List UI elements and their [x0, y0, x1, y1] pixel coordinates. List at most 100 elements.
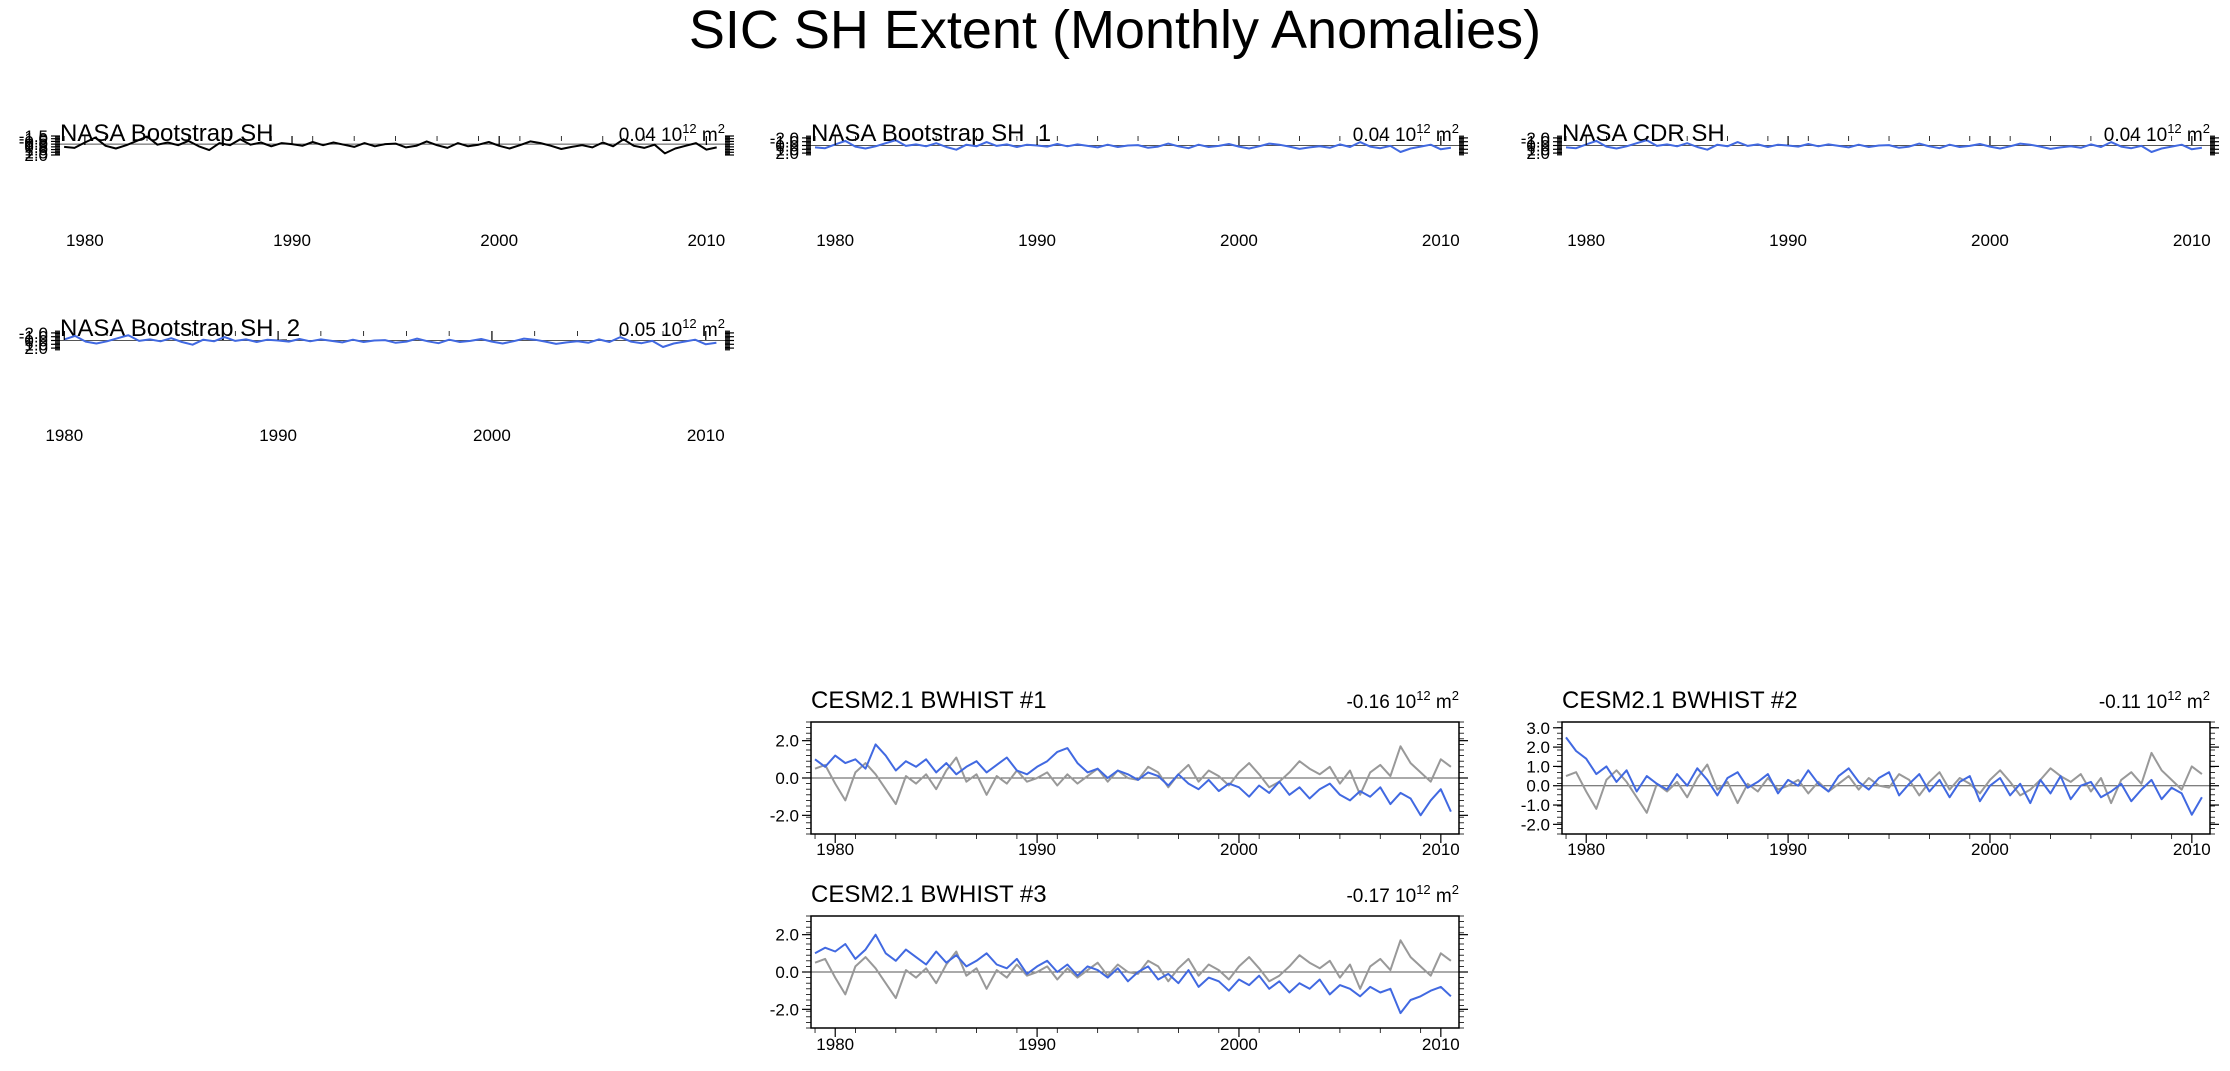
- y-tick-label: -2.0: [1521, 129, 1550, 148]
- chart-panel-nasa-bootstrap-sh-2: NASA Bootstrap SH_2 0.05 1012 m2 2.0 1.0 0.0…: [0, 285, 739, 449]
- y-tick-label: 1.0: [24, 141, 48, 160]
- x-tick-label: 1990: [1018, 1035, 1056, 1054]
- plot-frame: [1561, 721, 2211, 835]
- x-tick-label: 2010: [1422, 1035, 1460, 1054]
- series-line-model: [814, 743, 1452, 817]
- x-tick-label: 1980: [1567, 840, 1605, 859]
- x-tick-label: 1990: [1769, 231, 1807, 250]
- y-tick-label: -1.5: [19, 127, 48, 146]
- x-tick-label: 1980: [816, 840, 854, 859]
- panel-title: CESM2.1 BWHIST #1: [811, 687, 1047, 714]
- series-line-reference: [814, 745, 1452, 806]
- y-tick-label: -2.0: [770, 806, 799, 825]
- x-tick-label: 2000: [1971, 840, 2009, 859]
- x-tick-label: 1990: [259, 426, 297, 445]
- x-tick-label: 1990: [1018, 231, 1056, 250]
- chart-svg: CESM2.1 BWHIST #3 -0.17 1012 m2 2.0 0.0 -2.0…: [770, 881, 1468, 1054]
- y-tick-label: 1.0: [1526, 757, 1550, 776]
- chart-panel-nasa-bootstrap-sh-1: NASA Bootstrap SH_1 0.04 1012 m2 2.0 1.0 0.0…: [751, 90, 1473, 254]
- y-tick-label: 2.0: [1526, 738, 1550, 757]
- y-tick-label: 2.0: [24, 339, 48, 358]
- panel-title: NASA Bootstrap SH_1: [811, 120, 1051, 147]
- series-line-model: [1565, 139, 2203, 153]
- x-tick-label: 1980: [45, 426, 83, 445]
- y-tick-label: 2.0: [775, 926, 799, 945]
- y-tick-label: 0.5: [24, 138, 48, 157]
- series-line-reference: [814, 939, 1452, 1000]
- y-tick-label: 0.0: [775, 769, 799, 788]
- series-line-model: [63, 334, 717, 348]
- chart-panel-cesm2-bwhist-2: CESM2.1 BWHIST #2 -0.11 1012 m2 3.0 2.0 1.0 0…: [1502, 682, 2224, 863]
- y-tick-label: -1.0: [19, 328, 48, 347]
- chart-panel-cesm2-bwhist-3: CESM2.1 BWHIST #3 -0.17 1012 m2 2.0 0.0 -2.0…: [751, 876, 1473, 1058]
- y-tick-label: -0.5: [19, 132, 48, 151]
- y-tick-label: 2.0: [24, 146, 48, 165]
- y-tick-label: 0.0: [24, 332, 48, 351]
- y-tick-label: 3.0: [1526, 719, 1550, 738]
- x-tick-label: 1980: [66, 231, 104, 250]
- panel-mean-value: 0.05 1012 m2: [619, 316, 725, 341]
- panel-mean-value: -0.16 1012 m2: [1346, 688, 1459, 713]
- x-tick-label: 2000: [1220, 231, 1258, 250]
- y-tick-label: 2.0: [1526, 144, 1550, 163]
- y-tick-label: 2.0: [775, 732, 799, 751]
- y-tick-label: 1.5: [24, 143, 48, 162]
- x-tick-label: 2010: [2173, 231, 2211, 250]
- x-tick-label: 1980: [816, 1035, 854, 1054]
- y-tick-label: -2.0: [19, 324, 48, 343]
- chart-svg: NASA Bootstrap SH 0.04 1012 m22.01.51.00.…: [19, 120, 734, 250]
- panel-mean-value: 0.04 1012 m2: [619, 121, 725, 146]
- x-tick-label: 1990: [1769, 840, 1807, 859]
- y-tick-label: 0.0: [775, 963, 799, 982]
- panel-title: CESM2.1 BWHIST #2: [1562, 687, 1798, 714]
- y-tick-label: 1.0: [775, 140, 799, 159]
- chart-panel-cesm2-bwhist-1: CESM2.1 BWHIST #1 -0.16 1012 m2 2.0 0.0 -2.0…: [751, 682, 1473, 863]
- x-tick-label: 2010: [2173, 840, 2211, 859]
- series-line-reference: [1565, 751, 2203, 814]
- panel-mean-value: -0.11 1012 m2: [2099, 688, 2210, 713]
- panel-title: NASA Bootstrap SH_2: [60, 315, 300, 342]
- chart-svg: NASA Bootstrap SH_1 0.04 1012 m2 2.01.00.0…: [770, 120, 1468, 250]
- y-tick-label: 1.0: [24, 335, 48, 354]
- y-tick-label: 2.0: [775, 144, 799, 163]
- y-tick-label: 0.0: [1526, 777, 1550, 796]
- y-tick-label: 0.0: [24, 135, 48, 154]
- y-tick-label: 1.0: [1526, 140, 1550, 159]
- y-tick-label: -1.0: [19, 130, 48, 149]
- chart-svg: CESM2.1 BWHIST #2 -0.11 1012 m2 3.02.01.00…: [1521, 687, 2219, 859]
- y-tick-label: -2.0: [770, 1000, 799, 1019]
- x-tick-label: 2010: [687, 426, 725, 445]
- x-tick-label: 1980: [816, 231, 854, 250]
- series-line-model: [814, 139, 1452, 153]
- x-tick-label: 2010: [1422, 840, 1460, 859]
- x-tick-label: 2000: [1220, 1035, 1258, 1054]
- series-line-model: [814, 933, 1452, 1015]
- x-tick-label: 2000: [1971, 231, 2009, 250]
- panel-title: CESM2.1 BWHIST #3: [811, 881, 1047, 908]
- x-tick-label: 1980: [1567, 231, 1605, 250]
- panel-mean-value: 0.04 1012 m2: [2104, 121, 2210, 146]
- x-tick-label: 2010: [1422, 231, 1460, 250]
- y-tick-label: -1.0: [1521, 796, 1550, 815]
- chart-panel-nasa-bootstrap-sh: NASA Bootstrap SH 0.04 1012 m2 2.0 1.5 1.0 0.…: [0, 90, 739, 254]
- x-tick-label: 1990: [1018, 840, 1056, 859]
- x-tick-label: 2000: [473, 426, 511, 445]
- x-tick-label: 1990: [273, 231, 311, 250]
- x-tick-label: 2010: [687, 231, 725, 250]
- x-tick-label: 2000: [1220, 840, 1258, 859]
- series-line-model: [1565, 736, 2203, 816]
- chart-panel-nasa-cdr-sh: NASA CDR SH 0.04 1012 m2 2.0 1.0 0.0 -1.0 -2.0…: [1502, 90, 2224, 254]
- y-tick-label: -1.0: [770, 133, 799, 152]
- y-tick-label: -2.0: [770, 129, 799, 148]
- chart-svg: CESM2.1 BWHIST #1 -0.16 1012 m2 2.0 0.0 -2.0…: [770, 687, 1468, 859]
- x-tick-label: 2000: [480, 231, 518, 250]
- series-line-observed: [64, 135, 717, 155]
- panel-mean-value: -0.17 1012 m2: [1346, 882, 1459, 907]
- page-title: SIC SH Extent (Monthly Anomalies): [688, 0, 1542, 60]
- y-tick-label: 0.0: [1526, 137, 1550, 156]
- chart-svg: NASA Bootstrap SH_2 0.05 1012 m2 2.01.00.0…: [19, 315, 734, 445]
- chart-svg: NASA CDR SH 0.04 1012 m22.01.00.0-1.0-2.0…: [1521, 120, 2219, 250]
- y-tick-label: -2.0: [1521, 815, 1550, 834]
- y-tick-label: 0.0: [775, 137, 799, 156]
- y-tick-label: -1.0: [1521, 133, 1550, 152]
